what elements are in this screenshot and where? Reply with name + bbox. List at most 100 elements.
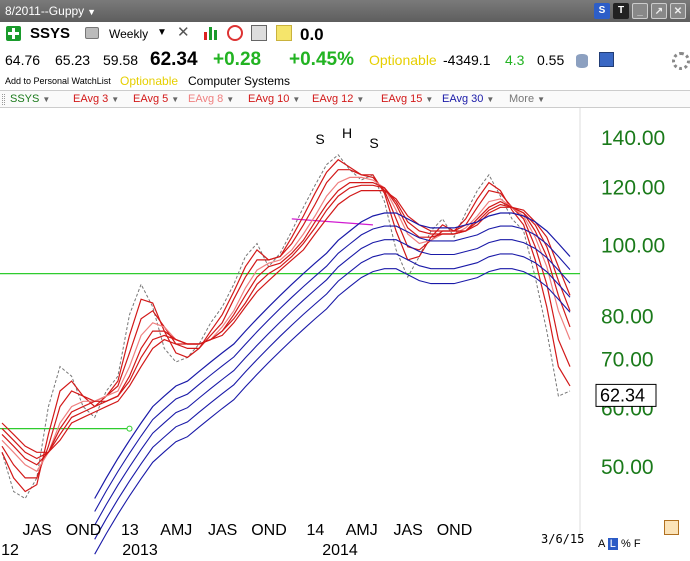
tools-icon[interactable]: ✕ [177, 24, 190, 41]
legend-item-eavg8[interactable]: EAvg 8 ▼ [188, 93, 234, 105]
chevron-down-icon: ▼ [171, 95, 180, 104]
window-controls: S T _ ↗ ✕ [594, 3, 686, 19]
y-tick-label: 100.00 [601, 234, 665, 257]
x-tick-label: AMJ [346, 522, 378, 539]
last-price: 62.34 [150, 49, 198, 70]
series-line-eavg-30 [94, 212, 571, 499]
minimize-icon[interactable]: _ [632, 3, 648, 19]
series-line-ssys [1, 154, 571, 500]
pattern-annotation: S [369, 135, 378, 151]
series-line-eavg-10 [1, 181, 571, 466]
s-button[interactable]: S [594, 3, 610, 19]
series-line-eavg-long-3 [94, 268, 571, 555]
price-change: +0.28 [213, 49, 262, 70]
stat-value-2: 4.3 [505, 52, 525, 68]
alarm-clock-icon[interactable] [227, 25, 243, 41]
price-change-pct: +0.45% [289, 49, 354, 70]
year-label: 2013 [122, 542, 158, 559]
optionable-label: Optionable [120, 74, 179, 88]
save-icon[interactable] [599, 52, 614, 67]
chevron-down-icon[interactable]: ▼ [157, 27, 167, 38]
legend-label: EAvg 12 [312, 93, 354, 105]
optionable-flag: Optionable [369, 52, 437, 68]
quote-row: 64.76 65.23 59.58 62.34 +0.28 +0.45% Opt… [0, 46, 690, 74]
y-tick-label: 120.00 [601, 176, 665, 199]
legend-label: EAvg 15 [381, 93, 423, 105]
y-tick-label: 70.00 [601, 348, 654, 371]
t-button[interactable]: T [613, 3, 629, 19]
y-tick-label: 140.00 [601, 127, 665, 150]
x-tick-label: JAS [23, 522, 52, 539]
chevron-down-icon: ▼ [42, 95, 51, 104]
x-tick-label: OND [251, 522, 287, 539]
legend-item-eavg5[interactable]: EAvg 5 ▼ [133, 93, 179, 105]
series-line-eavg-8 [1, 176, 571, 473]
grip-handle-icon[interactable] [2, 94, 5, 105]
company-name: Computer Systems [188, 74, 291, 88]
legend-item-more[interactable]: More ▼ [509, 93, 545, 105]
legend-item-eavg3[interactable]: EAvg 3 ▼ [73, 93, 119, 105]
database-icon[interactable] [576, 54, 588, 68]
note-icon[interactable] [276, 25, 292, 41]
close-icon[interactable]: ✕ [670, 3, 686, 19]
symbol-label[interactable]: SSYS [30, 25, 71, 42]
x-tick-label: OND [66, 522, 102, 539]
legend-label: EAvg 30 [442, 93, 484, 105]
info-row: Add to Personal WatchList Optionable Com… [0, 52, 690, 90]
legend-item-eavg10[interactable]: EAvg 10 ▼ [248, 93, 300, 105]
reference-line-endpoint [126, 425, 133, 432]
open-price: 64.76 [5, 52, 41, 68]
x-tick-label: JAS [393, 522, 422, 539]
series-line-eavg-15 [1, 189, 571, 453]
printer-icon[interactable] [85, 27, 99, 39]
legend-item-eavg30[interactable]: EAvg 30 ▼ [442, 93, 494, 105]
chevron-down-icon: ▼ [425, 95, 434, 104]
window-titlebar: 8/2011--Guppy ▼ S T _ ↗ ✕ [0, 0, 690, 22]
legend-item-ssys[interactable]: SSYS ▼ [10, 93, 50, 105]
scale-toggle[interactable]: A L % F [598, 538, 641, 550]
legend-item-eavg15[interactable]: EAvg 15 ▼ [381, 93, 433, 105]
x-tick-label: 14 [306, 522, 324, 539]
last-price-box [595, 383, 657, 407]
legend-label: EAvg 5 [133, 93, 169, 105]
window-title-text: 8/2011--Guppy [5, 4, 85, 18]
chevron-down-icon: ▼ [537, 95, 545, 104]
chevron-down-icon: ▼ [226, 95, 235, 104]
x-tick-label: JAS [208, 522, 237, 539]
chevron-down-icon: ▼ [111, 95, 120, 104]
legend-label: EAvg 3 [73, 93, 109, 105]
series-line-eavg-long-0 [94, 225, 571, 512]
indicator-legend: SSYS ▼ EAvg 3 ▼ EAvg 5 ▼ EAvg 8 ▼ EAvg 10 ▼ E… [0, 90, 690, 108]
loading-spinner-icon [672, 52, 690, 70]
y-tick-label: 80.00 [601, 306, 654, 329]
add-symbol-icon[interactable] [6, 26, 21, 41]
legend-item-eavg12[interactable]: EAvg 12 ▼ [312, 93, 364, 105]
legend-label: EAvg 8 [188, 93, 224, 105]
chevron-down-icon: ▼ [292, 95, 301, 104]
chevron-down-icon: ▼ [87, 7, 97, 17]
period-select[interactable]: Weekly [109, 27, 149, 41]
chart-end-date: 3/6/15 [541, 532, 585, 546]
chevron-down-icon: ▼ [486, 95, 495, 104]
chevron-down-icon: ▼ [356, 95, 365, 104]
calculator-icon[interactable] [251, 25, 267, 41]
add-to-watchlist-link[interactable]: Add to Personal WatchList [5, 76, 111, 86]
legend-label: SSYS [10, 93, 40, 105]
window-title[interactable]: 8/2011--Guppy ▼ [5, 4, 96, 18]
x-tick-label: AMJ [160, 522, 192, 539]
pin-icon[interactable]: ↗ [651, 3, 667, 19]
log-toggle[interactable]: L [607, 538, 618, 550]
stat-value-3: 0.55 [537, 52, 565, 68]
symbol-toolbar: SSYS Weekly ▼ ✕ 0.0 [0, 22, 690, 46]
series-line-eavg-3 [1, 158, 571, 493]
x-tick-label: 13 [121, 522, 139, 539]
stat-value-1: -4349.1 [443, 52, 491, 68]
indicator-bars-icon[interactable] [203, 25, 219, 41]
pattern-annotation: S [315, 131, 324, 147]
series-line-eavg-long-2 [94, 253, 571, 540]
price-chart[interactable]: 140.00120.00100.0080.0070.0060.0050.0062… [0, 108, 690, 561]
year-label: 2014 [322, 542, 358, 559]
pencil-icon[interactable] [664, 520, 679, 535]
high-price: 65.23 [55, 52, 91, 68]
series-line-eavg-long-1 [94, 239, 571, 526]
